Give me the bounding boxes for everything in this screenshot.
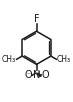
Text: F: F <box>34 14 39 24</box>
Text: O: O <box>24 70 32 80</box>
Text: ⁻: ⁻ <box>27 70 31 79</box>
Text: CH₃: CH₃ <box>57 55 71 64</box>
Text: CH₃: CH₃ <box>2 55 16 64</box>
Text: N: N <box>33 70 40 80</box>
Text: +: + <box>35 70 42 79</box>
Text: O: O <box>41 70 49 80</box>
